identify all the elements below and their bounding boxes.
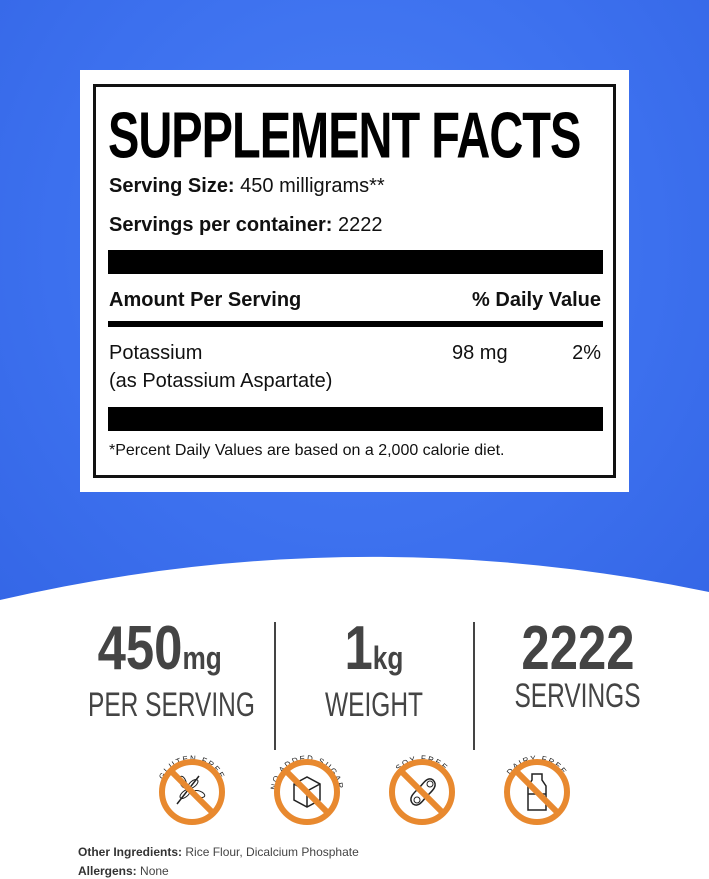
serving-size: Serving Size: 450 milligrams** [109, 175, 385, 198]
servings-value: 2222 [337, 214, 383, 236]
amount-header: Amount Per Serving [109, 289, 302, 311]
stat-divider [274, 622, 276, 750]
badge-dairy-free: DAIRY FREE [492, 742, 582, 832]
facts-border: SUPPLEMENT FACTS Serving Size: 450 milli… [93, 84, 616, 478]
prohibition-slash-icon [168, 768, 216, 816]
stat-label: SERVINGS [514, 677, 641, 715]
stat-per-serving: 450mg PER SERVING [60, 614, 260, 724]
badge-no-added-sugar: NO ADDED SUGAR [262, 742, 352, 832]
badge-gluten-free: GLUTEN FREE [147, 742, 237, 832]
stat-value: 450mg [97, 614, 223, 683]
serving-size-value: 450 milligrams** [240, 175, 385, 197]
nutrient-dv: 2% [572, 342, 601, 364]
prohibition-slash-icon [398, 768, 446, 816]
stat-servings: 2222 SERVINGS [475, 614, 680, 715]
servings-label: Servings per container: [109, 214, 333, 236]
prohibition-slash-icon [283, 768, 331, 816]
prohibition-circle-icon [504, 759, 570, 825]
prohibition-circle-icon [389, 759, 455, 825]
allergens: Allergens: None [78, 864, 169, 878]
other-ingredients-label: Other Ingredients: [78, 845, 183, 859]
stat-value: 2222 [520, 614, 635, 683]
allergens-label: Allergens: [78, 864, 137, 878]
divider-bar [108, 250, 603, 274]
serving-size-label: Serving Size: [109, 175, 235, 197]
supplement-facts-panel: SUPPLEMENT FACTS Serving Size: 450 milli… [80, 70, 629, 492]
divider-line [108, 321, 603, 327]
nutrient-name: Potassium (as Potassium Aspartate) [109, 339, 332, 395]
prohibition-circle-icon [274, 759, 340, 825]
stat-weight: 1kg WEIGHT [275, 614, 473, 724]
stat-divider [473, 622, 475, 750]
servings-per-container: Servings per container: 2222 [109, 214, 382, 237]
nutrient-source: (as Potassium Aspartate) [109, 370, 333, 392]
other-ingredients-value: Rice Flour, Dicalcium Phosphate [185, 845, 359, 859]
stat-label: WEIGHT [325, 686, 423, 724]
soybean-icon [410, 778, 436, 806]
footnote: *Percent Daily Values are based on a 2,0… [109, 442, 505, 459]
white-curve [0, 556, 709, 622]
allergens-value: None [140, 864, 169, 878]
nutrient-name-text: Potassium [109, 342, 203, 364]
stat-value: 1kg [344, 614, 404, 683]
stat-label: PER SERVING [88, 686, 255, 724]
nutrient-amount: 98 mg [452, 342, 508, 364]
divider-bar-bottom [108, 407, 603, 431]
prohibition-circle-icon [159, 759, 225, 825]
facts-title: SUPPLEMENT FACTS [108, 98, 581, 172]
dv-header: % Daily Value [472, 289, 601, 311]
other-ingredients: Other Ingredients: Rice Flour, Dicalcium… [78, 845, 359, 859]
badge-soy-free: SOY FREE [377, 742, 467, 832]
prohibition-slash-icon [513, 768, 561, 816]
